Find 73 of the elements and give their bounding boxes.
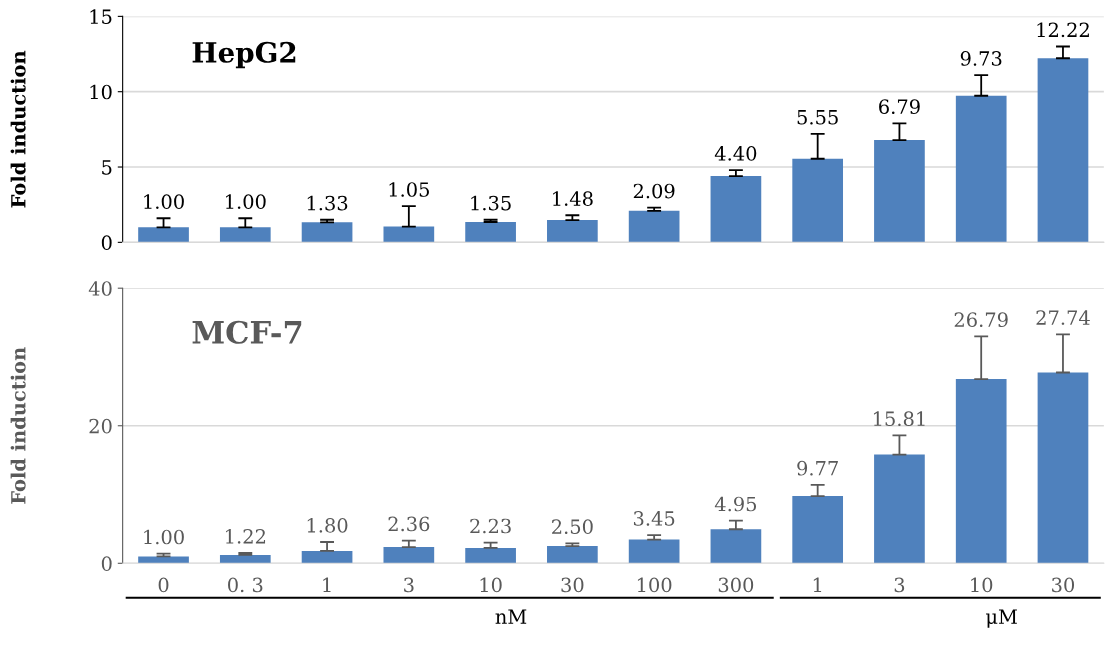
data-label: 4.40 — [714, 146, 757, 161]
data-label: 1.00 — [144, 194, 184, 209]
bar — [1037, 372, 1089, 564]
text: μM — [986, 609, 1017, 628]
bar — [465, 547, 516, 564]
y-axis-title: Fold induction — [10, 50, 26, 208]
bar — [874, 140, 925, 243]
bar — [138, 227, 189, 243]
data-label: 1.05 — [389, 182, 429, 197]
bar — [628, 210, 680, 243]
bar — [383, 226, 435, 243]
bar — [465, 222, 516, 243]
x-tick-label: 300 — [718, 577, 754, 593]
data-label: 6.79 — [879, 99, 920, 115]
y-tick-label: 40 — [88, 281, 112, 296]
y-tick-label: 0 — [101, 556, 112, 571]
x-tick-label: 100 — [637, 577, 672, 593]
bar — [547, 546, 598, 564]
bar — [1037, 58, 1089, 243]
data-label: 2.23 — [470, 518, 511, 534]
data-label: 1.48 — [553, 191, 593, 206]
y-tick-label: 10 — [90, 84, 112, 100]
x-tick-label: 0 — [158, 577, 169, 593]
bar — [710, 176, 762, 243]
x-tick-label: 30 — [1052, 577, 1075, 593]
bar — [383, 547, 435, 564]
data-label: 2.09 — [633, 183, 675, 199]
data-label: 9.73 — [960, 51, 1002, 66]
y-axis-title: Fold induction — [10, 347, 26, 504]
data-label: 2.50 — [552, 519, 593, 535]
data-label: 1.35 — [471, 195, 511, 211]
bar — [219, 554, 271, 564]
data-label: 1.80 — [307, 517, 348, 533]
bar — [874, 454, 925, 564]
x-tick-label: 30 — [561, 577, 584, 593]
x-tick-label: 1 — [813, 577, 822, 592]
data-label: 3.45 — [633, 511, 675, 526]
data-label: 1.00 — [144, 529, 184, 545]
bar — [547, 220, 598, 243]
x-tick-label: 0. 3 — [228, 577, 263, 593]
data-label: 26.79 — [954, 312, 1008, 328]
bar — [138, 556, 189, 564]
bar — [301, 550, 353, 564]
text: HepG2 — [192, 41, 296, 69]
data-label: 1.22 — [226, 528, 266, 544]
bar — [792, 496, 844, 564]
x-tick-label: 3 — [404, 577, 414, 593]
bar — [955, 95, 1007, 243]
y-tick-label: 20 — [89, 418, 112, 434]
text: MCF-7 — [192, 320, 302, 344]
data-label: 5.55 — [797, 110, 838, 125]
bar — [628, 539, 680, 564]
data-label: 1.33 — [307, 195, 348, 211]
x-tick-label: 1 — [323, 577, 331, 592]
bar — [301, 222, 353, 243]
bar — [219, 227, 271, 243]
data-label: 2.36 — [388, 516, 430, 532]
data-label: 1.00 — [226, 194, 266, 209]
data-label: 12.22 — [1037, 22, 1089, 38]
data-label: 9.77 — [797, 460, 838, 476]
data-label: 15.81 — [873, 411, 925, 427]
bar — [792, 158, 844, 243]
x-tick-label: 10 — [971, 577, 993, 593]
bar — [710, 529, 762, 564]
x-tick-label: 3 — [894, 577, 905, 593]
y-tick-label: 5 — [102, 160, 112, 175]
bar — [955, 379, 1007, 564]
data-label: 4.95 — [714, 496, 757, 512]
text: nM — [495, 609, 527, 624]
data-label: 27.74 — [1036, 310, 1090, 325]
y-tick-label: 15 — [90, 9, 112, 25]
y-tick-label: 0 — [101, 235, 112, 251]
x-tick-label: 10 — [480, 577, 502, 593]
